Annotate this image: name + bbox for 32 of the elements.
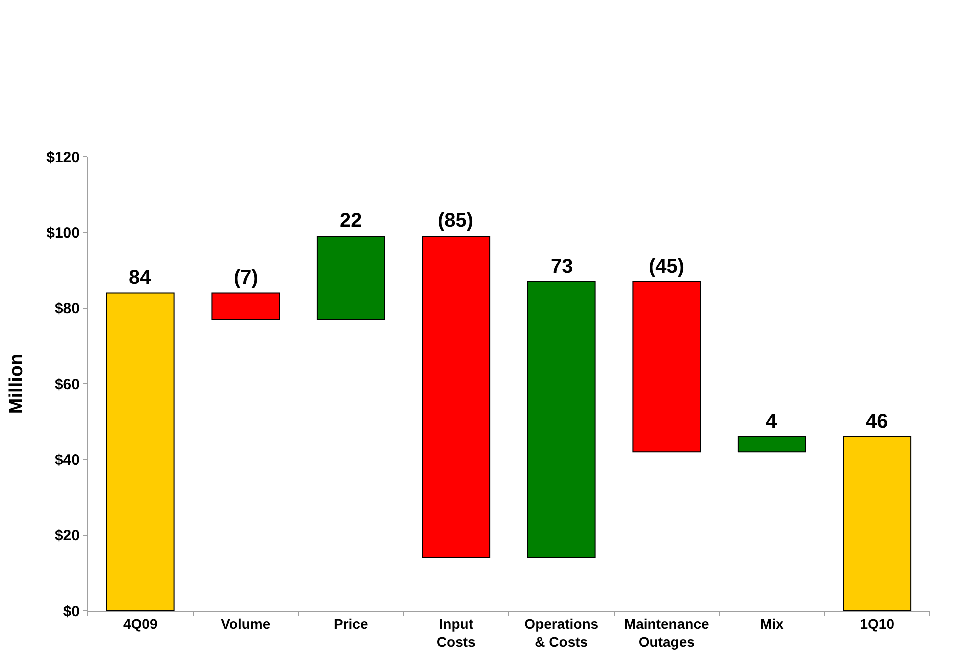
x-tick-label: Operations & Costs: [524, 616, 599, 650]
data-label: (7): [234, 267, 258, 289]
x-tick-label: 1Q10: [860, 616, 895, 632]
bar: [843, 436, 912, 611]
x-tick-label: Maintenance Outages: [624, 616, 710, 650]
y-tick-label: $120: [46, 149, 80, 166]
data-label: 22: [340, 210, 362, 232]
data-label: 4: [766, 411, 778, 433]
x-tick-label: Input Costs: [436, 616, 476, 650]
y-tick-label: $0: [63, 603, 80, 620]
bar: [212, 292, 280, 320]
bar: [422, 236, 491, 559]
y-tick-label: $20: [54, 528, 80, 545]
x-tick-label: 4Q09: [124, 616, 158, 632]
x-tick-label: Price: [334, 616, 368, 632]
data-label: 73: [551, 256, 574, 278]
x-tick-label: Mix: [760, 616, 784, 632]
bar: [316, 236, 386, 320]
bar: [738, 436, 806, 453]
data-label: (85): [438, 210, 474, 232]
y-tick-label: $60: [54, 376, 80, 394]
data-label: 84: [129, 267, 152, 289]
y-tick-label: $100: [46, 224, 80, 242]
bar: [632, 281, 702, 453]
data-label: (45): [649, 256, 685, 278]
x-tick-label: Volume: [221, 616, 271, 632]
y-tick-label: $40: [54, 452, 80, 469]
bar: [106, 292, 175, 611]
y-axis-title: Million: [6, 354, 28, 414]
data-label: 46: [866, 411, 888, 433]
y-tick-label: $80: [54, 300, 80, 318]
bar: [527, 281, 596, 559]
